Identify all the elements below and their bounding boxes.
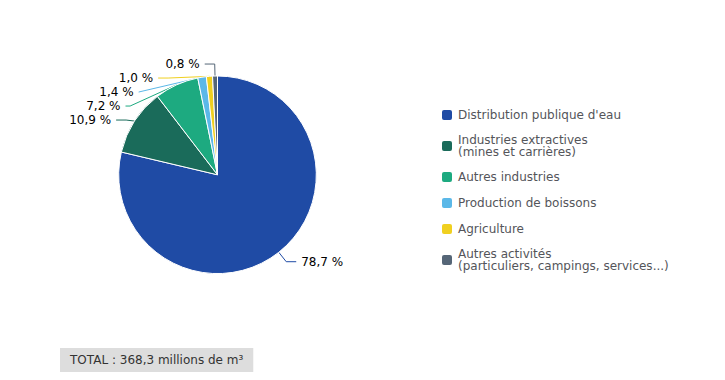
svg-text:1,4 %: 1,4 % [99, 85, 133, 99]
svg-text:Agriculture: Agriculture [458, 222, 524, 236]
svg-text:(particuliers, campings, servi: (particuliers, campings, services...) [458, 259, 669, 273]
svg-text:Industries extractives: Industries extractives [458, 133, 588, 147]
svg-text:Autres activités: Autres activités [458, 247, 552, 261]
svg-text:Distribution publique d'eau: Distribution publique d'eau [458, 108, 621, 122]
svg-text:Autres industries: Autres industries [458, 170, 560, 184]
svg-text:1,0 %: 1,0 % [119, 71, 153, 85]
svg-text:0,8 %: 0,8 % [165, 57, 199, 71]
svg-text:Production de boissons: Production de boissons [458, 196, 596, 210]
svg-text:10,9 %: 10,9 % [69, 113, 111, 127]
svg-text:(mines et carrières): (mines et carrières) [458, 145, 576, 159]
svg-text:TOTAL : 368,3 millions de m³: TOTAL : 368,3 millions de m³ [69, 353, 243, 367]
svg-text:7,2 %: 7,2 % [86, 99, 120, 113]
svg-text:78,7 %: 78,7 % [301, 255, 343, 269]
